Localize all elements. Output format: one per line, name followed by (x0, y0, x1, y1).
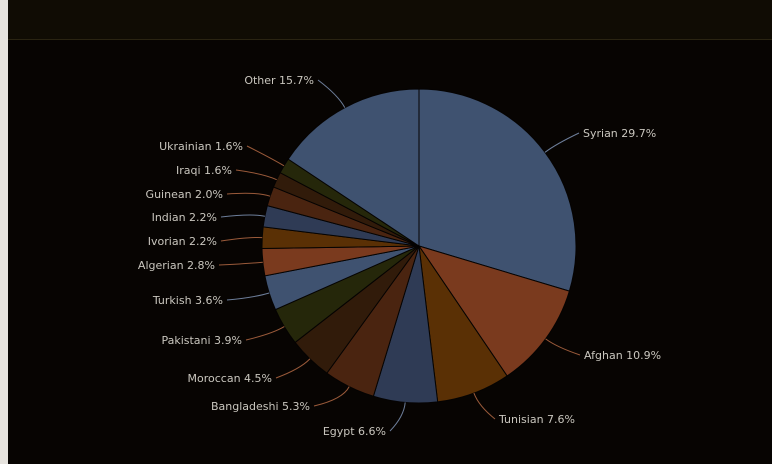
pie-chart: Syrian 29.7% Afghan 10.9% Tunisian 7.6% Egy… (138, 74, 661, 438)
slice-label: Bangladeshi 5.3% (211, 400, 310, 413)
leader-line (226, 192, 271, 197)
leader-line (245, 326, 285, 341)
slice-label: Turkish 3.6% (152, 294, 223, 307)
leader-line (220, 237, 263, 242)
leader-line (313, 386, 350, 407)
slice-label: Iraqi 1.6% (176, 164, 232, 177)
leader-line (317, 79, 346, 108)
slice-label: Ukrainian 1.6% (159, 140, 243, 153)
leader-line (235, 169, 277, 181)
leader-line (275, 358, 311, 379)
leader-line (473, 392, 496, 420)
slice-label: Tunisian 7.6% (498, 413, 575, 426)
slice-label: Syrian 29.7% (583, 127, 656, 140)
slice-label: Indian 2.2% (152, 211, 217, 224)
slice-label: Afghan 10.9% (584, 349, 661, 362)
slice-label: Pakistani 3.9% (161, 334, 242, 347)
leader-line (226, 292, 270, 301)
slice-label: Other 15.7% (244, 74, 314, 87)
slice-labels: Syrian 29.7% Afghan 10.9% Tunisian 7.6% Egy… (138, 74, 661, 438)
chart-panel: Syrian 29.7% Afghan 10.9% Tunisian 7.6% Egy… (8, 0, 772, 464)
pie-slice-syrian[interactable] (418, 88, 577, 292)
slice-label: Guinean 2.0% (146, 188, 223, 201)
slice-label: Ivorian 2.2% (148, 235, 217, 248)
slice-label: Egypt 6.6% (323, 425, 386, 438)
leader-line (389, 402, 406, 432)
leader-line (218, 261, 263, 266)
pie-slice-other[interactable] (287, 88, 420, 247)
leader-line (220, 214, 265, 218)
top-band (8, 0, 772, 40)
pie-slice-afghan[interactable] (417, 245, 570, 377)
leader-line (545, 338, 581, 356)
slice-label: Algerian 2.8% (138, 259, 215, 272)
leader-line (246, 145, 285, 167)
leader-lines (218, 79, 581, 432)
pie-slices (261, 88, 577, 404)
slice-label: Moroccan 4.5% (188, 372, 272, 385)
leader-line (544, 132, 580, 153)
